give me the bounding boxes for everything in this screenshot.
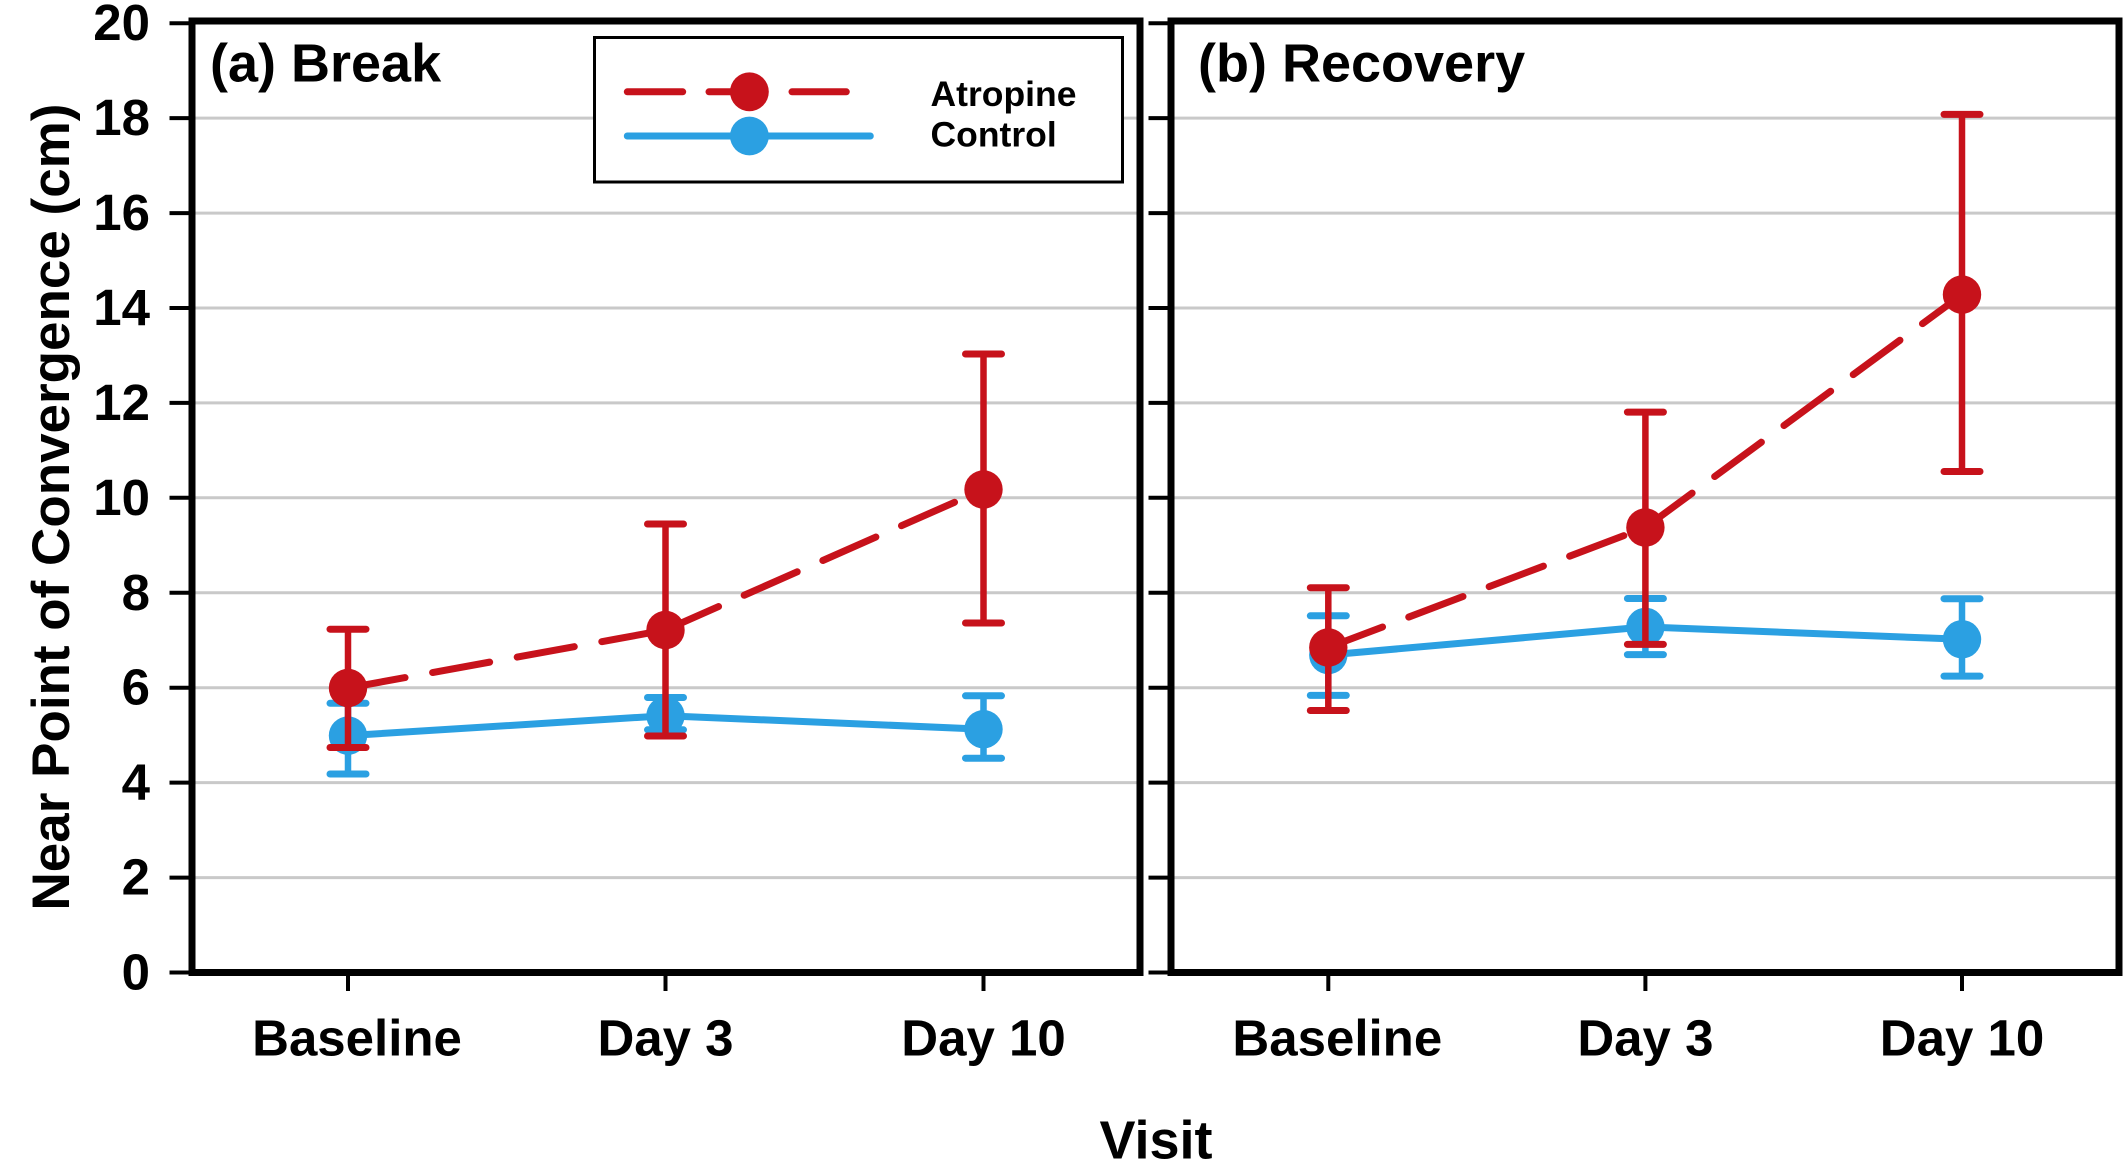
- svg-text:20: 20: [93, 0, 150, 51]
- svg-text:Day 10: Day 10: [1880, 1010, 2044, 1067]
- svg-text:4: 4: [122, 754, 151, 811]
- svg-text:Control: Control: [931, 115, 1057, 155]
- svg-text:14: 14: [93, 279, 150, 336]
- svg-text:8: 8: [122, 564, 150, 621]
- svg-text:10: 10: [93, 469, 150, 526]
- svg-text:Day 3: Day 3: [1577, 1010, 1713, 1067]
- svg-text:Visit: Visit: [1099, 1111, 1212, 1163]
- svg-text:12: 12: [93, 374, 150, 431]
- svg-text:2: 2: [122, 849, 150, 906]
- svg-text:Atropine: Atropine: [931, 74, 1077, 114]
- svg-text:Baseline: Baseline: [1232, 1010, 1442, 1067]
- svg-text:Day 3: Day 3: [597, 1010, 733, 1067]
- svg-text:Near Point of Convergence (cm): Near Point of Convergence (cm): [22, 104, 81, 911]
- svg-text:16: 16: [93, 184, 150, 241]
- svg-text:(a) Break: (a) Break: [210, 33, 442, 93]
- svg-text:Baseline: Baseline: [252, 1010, 462, 1067]
- svg-text:6: 6: [122, 659, 150, 716]
- svg-text:Day 10: Day 10: [901, 1010, 1065, 1067]
- svg-text:18: 18: [93, 89, 150, 146]
- svg-text:(b) Recovery: (b) Recovery: [1198, 33, 1525, 93]
- svg-text:0: 0: [122, 944, 150, 1001]
